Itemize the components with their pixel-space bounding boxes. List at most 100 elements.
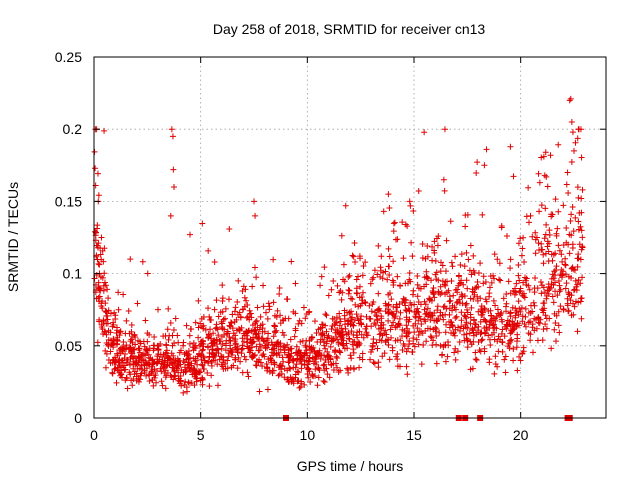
data-point: [97, 251, 104, 258]
data-point: [404, 223, 411, 230]
data-point: [284, 341, 291, 348]
data-point: [115, 306, 122, 313]
data-point: [358, 300, 365, 307]
data-point: [260, 351, 267, 358]
data-point: [464, 306, 471, 313]
data-point: [253, 331, 260, 338]
data-point: [566, 250, 573, 257]
data-point: [454, 289, 461, 296]
data-point: [452, 326, 459, 333]
data-point: [338, 325, 345, 332]
data-point: [217, 353, 224, 360]
data-point: [444, 338, 451, 345]
data-point: [511, 288, 518, 295]
data-point: [553, 263, 560, 270]
data-point: [542, 321, 549, 328]
data-point: [158, 378, 165, 385]
data-point: [91, 275, 98, 282]
data-point: [426, 297, 433, 304]
data-point: [292, 374, 299, 381]
data-point: [424, 305, 431, 312]
data-point: [113, 336, 120, 343]
data-point: [570, 228, 577, 235]
data-point: [319, 321, 326, 328]
data-point: [167, 212, 174, 219]
data-point: [209, 342, 216, 349]
data-point: [311, 360, 318, 367]
data-point: [336, 310, 343, 317]
data-point: [226, 334, 233, 341]
data-point: [98, 234, 105, 241]
data-point: [306, 343, 313, 350]
data-point: [555, 322, 562, 329]
data-point: [512, 314, 519, 321]
data-point: [250, 334, 257, 341]
data-point: [507, 265, 514, 272]
data-point: [517, 235, 524, 242]
data-point: [275, 372, 282, 379]
data-point: [439, 351, 446, 358]
data-point: [95, 260, 102, 267]
data-point: [423, 268, 430, 275]
data-point: [321, 379, 328, 386]
data-point: [270, 299, 277, 306]
data-point: [371, 320, 378, 327]
data-point: [350, 346, 357, 353]
data-point: [375, 290, 382, 297]
y-tick-label: 0: [74, 410, 82, 426]
data-point: [463, 331, 470, 338]
data-point: [491, 370, 498, 377]
data-point: [259, 335, 266, 342]
data-point: [200, 354, 207, 361]
data-point: [222, 347, 229, 354]
data-point: [373, 312, 380, 319]
data-point: [120, 364, 127, 371]
data-point: [317, 282, 324, 289]
y-axis-label: SRMTID / TECUs: [5, 182, 21, 292]
data-point: [296, 347, 303, 354]
data-point: [572, 139, 579, 146]
data-point: [565, 190, 572, 197]
data-point: [385, 301, 392, 308]
data-point: [507, 256, 514, 263]
data-point: [251, 198, 257, 205]
data-point: [321, 361, 328, 368]
data-point: [147, 355, 154, 362]
data-point: [415, 309, 422, 316]
y-tick-labels: 0 0.05 0.1 0.15 0.2 0.25: [55, 49, 82, 426]
data-point: [538, 154, 545, 161]
data-point: [213, 324, 220, 331]
data-point: [369, 342, 376, 349]
data-point: [292, 364, 299, 371]
data-point: [362, 325, 369, 332]
data-point: [477, 318, 484, 325]
data-point: [403, 308, 410, 315]
data-point: [175, 369, 182, 376]
data-point: [128, 347, 135, 354]
data-point: [99, 274, 106, 281]
data-point: [239, 306, 246, 313]
data-point: [222, 365, 229, 372]
data-point: [574, 135, 581, 142]
data-point: [260, 337, 267, 344]
data-point: [352, 259, 359, 266]
data-point: [374, 316, 381, 323]
data-point: [162, 332, 169, 339]
data-point: [395, 320, 402, 327]
data-point: [107, 337, 114, 344]
data-point: [271, 328, 278, 335]
data-point: [360, 334, 367, 341]
data-point: [274, 339, 281, 346]
data-point: [281, 374, 288, 381]
data-point: [502, 369, 509, 376]
data-point: [133, 360, 140, 367]
data-point: [359, 356, 366, 363]
data-point: [157, 351, 164, 358]
data-point: [149, 376, 156, 383]
data-point: [452, 253, 459, 260]
data-point: [124, 385, 131, 392]
data-point: [470, 317, 477, 324]
data-point: [415, 285, 422, 292]
data-point: [516, 277, 523, 284]
data-point: [405, 345, 412, 352]
